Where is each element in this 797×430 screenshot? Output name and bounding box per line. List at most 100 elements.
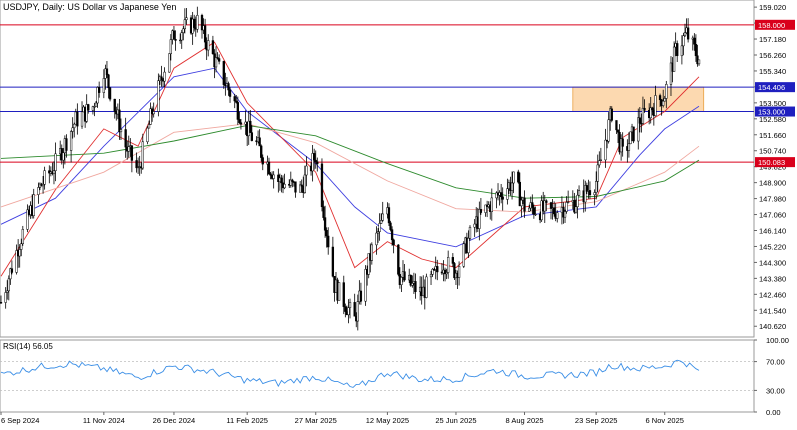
candle-body [467, 237, 470, 254]
candle-body [300, 184, 303, 187]
candle-body [32, 194, 35, 216]
date-tick-label: 26 Dec 2024 [153, 416, 196, 425]
candle-body [545, 200, 548, 203]
candle-body [387, 207, 391, 224]
candle-body [203, 25, 207, 43]
candle-body [96, 87, 99, 104]
candle-body [447, 257, 450, 273]
candle-body [107, 74, 110, 89]
candle-body [616, 129, 620, 133]
candle-body [599, 159, 603, 161]
candle-body [531, 202, 534, 208]
candle-body [510, 182, 514, 191]
price-tick-label: 146.140 [759, 227, 786, 236]
date-tick-label: 11 Nov 2024 [83, 416, 125, 425]
candle-body [604, 139, 607, 161]
candle-body [261, 157, 264, 165]
candle-body [523, 197, 526, 212]
price-tick-label: 143.380 [759, 274, 786, 283]
candle-body [669, 62, 673, 85]
level-tag-label: 150.083 [758, 158, 785, 167]
candle-body [182, 28, 185, 33]
candle-body [651, 107, 654, 111]
candle-body [453, 263, 456, 279]
candle-body [91, 106, 95, 111]
price-tick-label: 142.460 [759, 290, 786, 299]
candle-body [409, 274, 412, 286]
candle-body [588, 190, 592, 196]
candle-body [130, 145, 134, 161]
candle-body [595, 181, 598, 193]
candle-body [320, 163, 324, 208]
candle-body [356, 301, 359, 322]
candle-body [157, 80, 160, 112]
candles [0, 6, 701, 331]
level-tag-label: 154.406 [758, 83, 785, 92]
level-tag-label: 158.000 [758, 21, 785, 30]
candle-body [172, 30, 176, 40]
candle-body [534, 213, 537, 216]
candle-body [291, 179, 294, 182]
candle-body [367, 253, 370, 275]
rsi-pane-frame [0, 339, 755, 413]
candle-body [672, 46, 676, 72]
candle-body [280, 177, 283, 184]
candle-body [7, 278, 10, 292]
candle-body [217, 58, 221, 62]
candle-body [479, 209, 483, 213]
candle-body [43, 170, 46, 185]
candle-body [680, 45, 684, 57]
candle-body [160, 76, 163, 81]
candle-body [54, 153, 57, 171]
candle-body [654, 95, 657, 116]
candle-body [665, 84, 668, 99]
candle-body [4, 292, 7, 303]
candle-body [73, 123, 76, 129]
candle-body [283, 183, 286, 189]
price-pane: USDJPY, Daily: US Dollar vs Japanese Yen [0, 0, 755, 338]
candle-body [359, 290, 363, 302]
candle-body [322, 206, 325, 218]
candle-body [331, 246, 335, 277]
candle-body [94, 102, 98, 107]
candle-body [429, 274, 433, 278]
price-tick-label: 140.620 [759, 322, 786, 331]
candle-body [179, 39, 182, 42]
candle-body [147, 124, 151, 129]
level-tag-label: 153.000 [758, 108, 785, 117]
candle-body [305, 165, 308, 176]
candle-body [249, 120, 252, 133]
candle-body [149, 108, 152, 125]
price-tick-label: 151.660 [759, 131, 786, 140]
candle-body [574, 206, 578, 213]
candle-body [552, 207, 556, 215]
price-tick-label: 152.580 [759, 115, 786, 124]
candle-body [638, 117, 641, 124]
candle-body [468, 226, 472, 239]
moving-average-blue [0, 67, 700, 248]
candle-body [135, 160, 138, 169]
candle-body [566, 201, 570, 204]
date-tick-label: 11 Feb 2025 [226, 416, 268, 425]
candle-body [313, 153, 316, 161]
candle-body [228, 89, 232, 97]
candle-body [289, 179, 292, 186]
date-tick-label: 12 May 2025 [366, 416, 409, 425]
date-tick-label: 8 Aug 2025 [506, 416, 544, 425]
candle-body [543, 200, 546, 212]
candle-body [141, 141, 144, 169]
candle-body [683, 32, 687, 36]
candle-body [632, 126, 635, 142]
candle-body [87, 104, 90, 111]
price-axis: 159.020158.100157.180156.260155.340154.4… [754, 3, 786, 331]
moving-average-green [0, 124, 700, 199]
price-tick-label: 149.820 [759, 163, 786, 172]
candle-body [10, 268, 14, 273]
price-tick-label: 147.980 [759, 195, 786, 204]
candle-body [118, 109, 121, 133]
candle-body [267, 161, 271, 175]
rsi-tick-label: 0.00 [766, 408, 781, 417]
candle-body [556, 212, 559, 219]
